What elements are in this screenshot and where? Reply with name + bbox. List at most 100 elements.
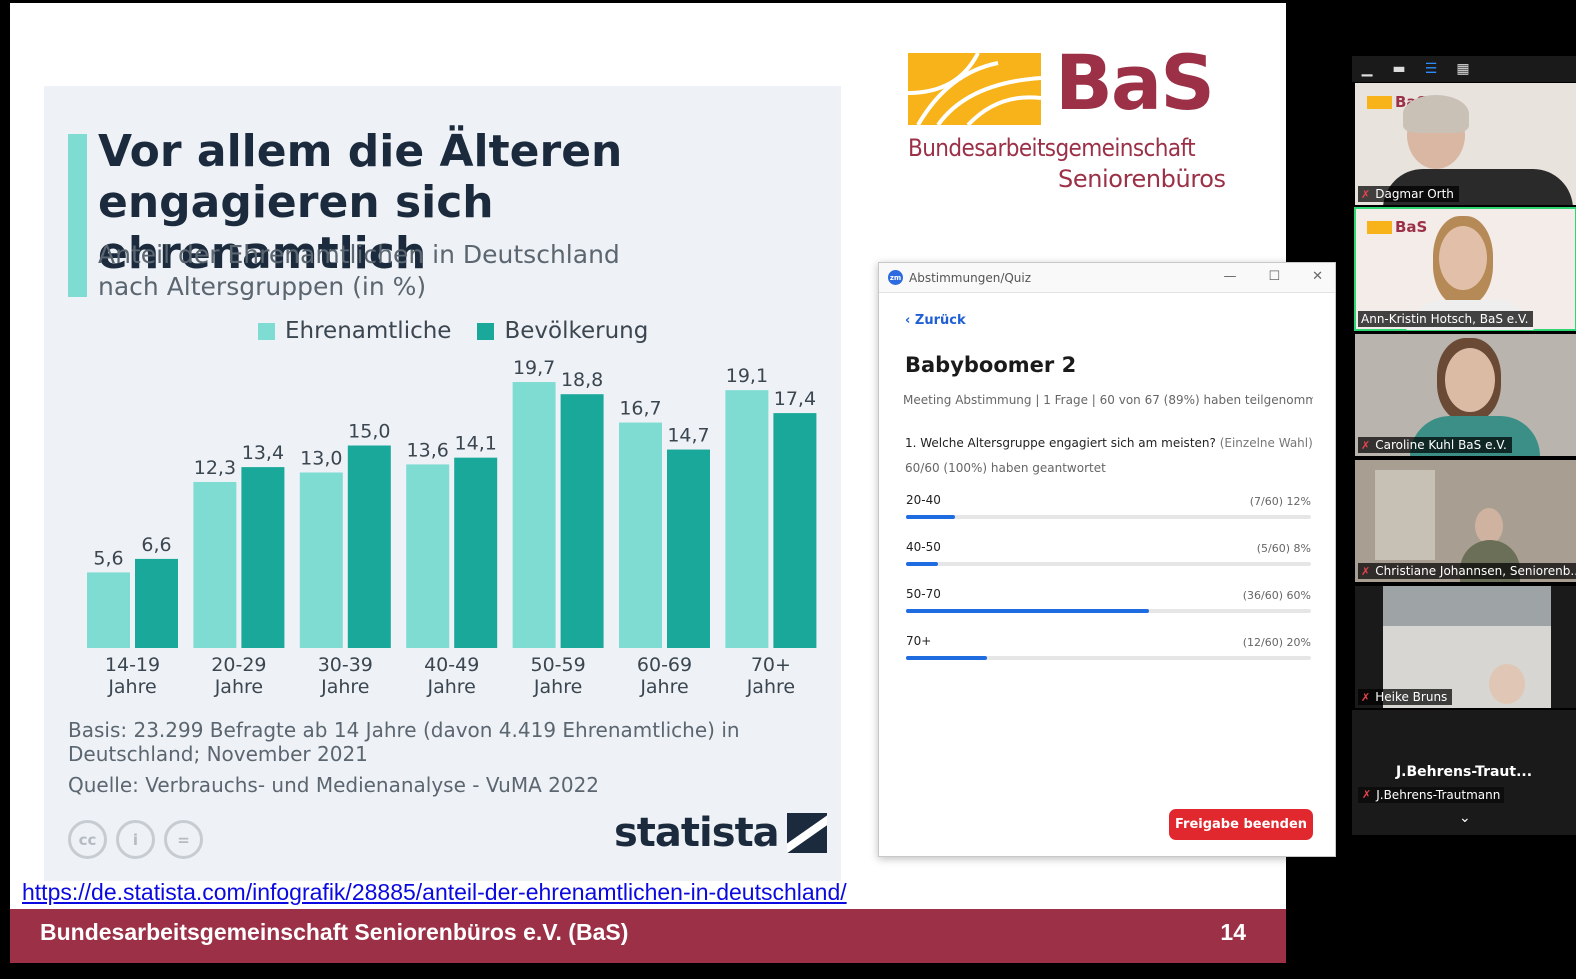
minimize-video-icon[interactable]: ▁: [1361, 61, 1373, 77]
legend-item-bevoelkerung: Bevölkerung: [477, 318, 648, 344]
category-tick-label: Jahre: [746, 676, 795, 698]
participant-head: [1475, 508, 1503, 544]
category-tick-label: 14-19: [105, 654, 160, 676]
option-bar-fill: [906, 656, 987, 660]
bar-value-label: 17,4: [774, 388, 816, 410]
bar-bevoelkerung: [773, 413, 817, 648]
end-sharing-button[interactable]: Freigabe beenden: [1169, 809, 1313, 840]
option-count: (36/60) 60%: [1242, 589, 1311, 602]
statista-infographic: Vor allem die Älteren engagieren sich eh…: [44, 86, 841, 881]
bas-name-line1: Bundesarbeitsgemeinschaft: [908, 134, 1196, 162]
nd-icon: =: [164, 820, 203, 859]
bar-bevoelkerung: [454, 457, 498, 648]
question-text: 1. Welche Altersgruppe engagiert sich am…: [905, 436, 1216, 450]
option-bar-track: [906, 515, 1311, 519]
option-bar-fill: [906, 562, 939, 566]
poll-titlebar[interactable]: zm Abstimmungen/Quiz — ☐ ✕: [879, 263, 1335, 293]
infographic-title: Vor allem die Älteren engagieren sich eh…: [98, 126, 623, 279]
gallery-view-icon[interactable]: ▦: [1456, 61, 1470, 77]
bas-mini-logo: BaS: [1367, 218, 1427, 236]
window-controls: — ☐ ✕: [1223, 269, 1323, 284]
by-icon: i: [116, 820, 155, 859]
bar-bevoelkerung: [667, 449, 710, 648]
option-bar-track: [906, 609, 1311, 613]
bar-value-label: 16,7: [619, 398, 661, 420]
bar-value-label: 6,6: [141, 534, 171, 556]
category-tick-label: 30-39: [318, 654, 373, 676]
statista-mark-icon: [786, 813, 827, 853]
bar-ehrenamtliche: [406, 464, 450, 648]
option-bar-fill: [906, 609, 1149, 613]
category-tick-label: 60-69: [637, 654, 692, 676]
participant-tile[interactable]: BaS Ann-Kristin Hotsch, BaS e.V.: [1354, 207, 1576, 331]
legend-label: Ehrenamtliche: [285, 318, 452, 344]
option-label: 20-40: [906, 493, 941, 507]
poll-meta: Meeting Abstimmung | 1 Frage | 60 von 67…: [903, 393, 1313, 407]
category-tick-label: Jahre: [639, 676, 688, 698]
infographic-subtitle: Anteil der Ehrenamtlichen in Deutschland…: [98, 240, 620, 301]
mic-muted-icon: ✗: [1362, 788, 1372, 801]
bar-value-label: 14,7: [667, 425, 709, 447]
mic-muted-icon: ✗: [1361, 187, 1371, 201]
legend-swatch: [477, 322, 495, 340]
participant-head: [1489, 664, 1525, 704]
category-tick-label: 50-59: [530, 654, 585, 676]
poll-window: zm Abstimmungen/Quiz — ☐ ✕ ‹ Zurück Baby…: [878, 262, 1336, 857]
bar-value-label: 19,1: [726, 365, 768, 387]
title-accent-bar: [68, 134, 87, 297]
option-count: (5/60) 8%: [1256, 542, 1311, 555]
legend-swatch: [258, 322, 275, 340]
back-label: Zurück: [914, 313, 966, 328]
bar-bevoelkerung: [560, 394, 604, 648]
bar-value-label: 5,6: [93, 547, 123, 569]
poll-option: 40-50 (5/60) 8%: [906, 540, 1311, 576]
slide-footer: Bundesarbeitsgemeinschaft Seniorenbüros …: [10, 909, 1286, 963]
mic-muted-icon: ✗: [1361, 690, 1371, 704]
statista-logo: statista: [614, 810, 827, 856]
question-hint: (Einzelne Wahl): [1219, 436, 1313, 450]
close-icon[interactable]: ✕: [1312, 269, 1323, 284]
statista-link[interactable]: https://de.statista.com/infografik/28885…: [22, 879, 847, 905]
bar-ehrenamtliche: [725, 390, 769, 648]
participant-tile[interactable]: BaS ✗Dagmar Orth: [1355, 83, 1576, 205]
participant-head: [1445, 348, 1495, 412]
category-tick-label: Jahre: [533, 676, 582, 698]
minimize-icon[interactable]: —: [1223, 269, 1237, 284]
poll-window-title: Abstimmungen/Quiz: [909, 270, 1032, 285]
gallery-toolbar: ▁ ▬ ☰ ▦: [1352, 56, 1576, 82]
participant-tile[interactable]: ✗ Christiane Johannsen, Seniorenb...: [1355, 460, 1576, 582]
chevron-down-icon[interactable]: ⌄: [1459, 810, 1471, 826]
poll-option: 50-70 (36/60) 60%: [906, 587, 1311, 623]
participant-tile[interactable]: ✗ Caroline Kuhl BaS e.V.: [1355, 334, 1576, 456]
category-tick-label: Jahre: [214, 676, 263, 698]
chart-legend: Ehrenamtliche Bevölkerung: [258, 318, 648, 344]
poll-title: Babyboomer 2: [905, 353, 1077, 377]
participant-name-tag: ✗ J.Behrens-Trautmann: [1358, 787, 1505, 803]
bar-value-label: 14,1: [455, 433, 497, 455]
background-shelf: [1375, 470, 1435, 560]
bas-letters: BaS: [1055, 38, 1215, 127]
bas-name-line2: Seniorenbüros: [1058, 165, 1226, 193]
bar-bevoelkerung: [347, 445, 391, 648]
participant-name-tag: ✗ Dagmar Orth: [1358, 186, 1459, 202]
legend-item-ehrenamtliche: Ehrenamtliche: [258, 318, 451, 344]
option-label: 40-50: [906, 540, 941, 554]
participant-tile[interactable]: ✗ Heike Bruns: [1355, 586, 1576, 708]
chevron-left-icon: ‹: [905, 313, 915, 328]
poll-option: 20-40 (7/60) 12%: [906, 493, 1311, 529]
back-link[interactable]: ‹ Zurück: [905, 313, 966, 328]
maximize-icon[interactable]: ☐: [1268, 269, 1281, 284]
bar-value-label: 12,3: [194, 457, 236, 479]
category-tick-label: 20-29: [211, 654, 266, 676]
category-tick-label: Jahre: [107, 676, 156, 698]
speaker-view-icon[interactable]: ▬: [1392, 61, 1406, 77]
legend-label: Bevölkerung: [504, 318, 649, 344]
participant-head: [1439, 226, 1487, 290]
background-window: [1383, 586, 1551, 626]
strip-view-icon[interactable]: ☰: [1424, 61, 1438, 77]
participant-tile-no-video[interactable]: J.Behrens-Traut... ✗ J.Behrens-Trautmann …: [1352, 710, 1576, 835]
poll-question: 1. Welche Altersgruppe engagiert sich am…: [905, 436, 1313, 450]
bar-ehrenamtliche: [619, 422, 662, 648]
participant-name-tag: ✗ Heike Bruns: [1358, 689, 1453, 705]
